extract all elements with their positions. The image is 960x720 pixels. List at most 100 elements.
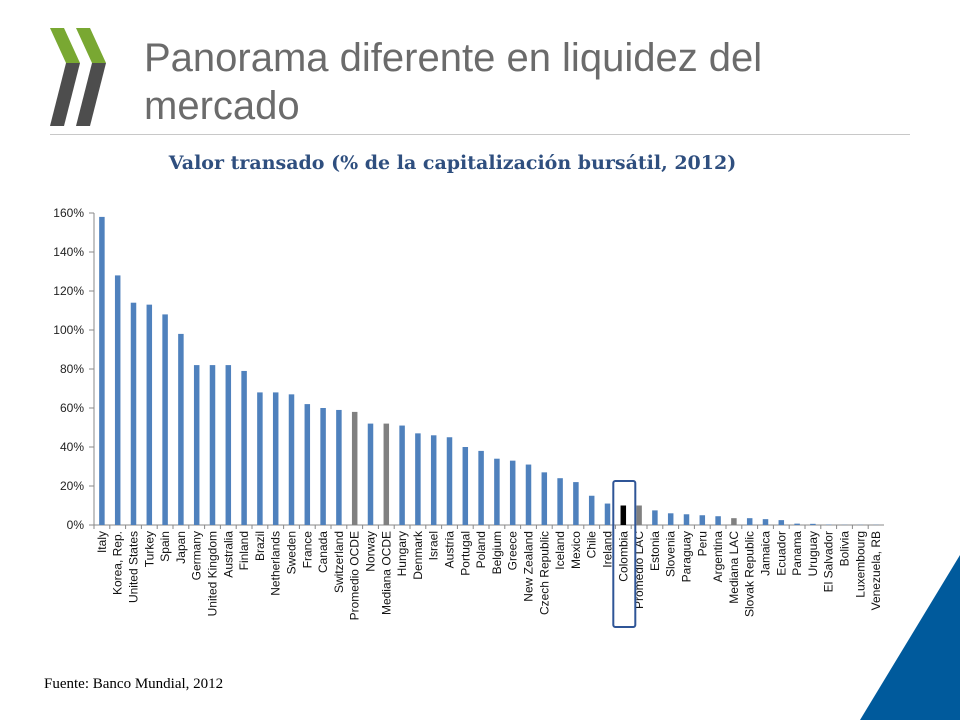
- x-category-label: Netherlands: [269, 531, 283, 596]
- bar-portugal: [462, 447, 469, 525]
- bars: [99, 216, 879, 525]
- x-category-label: United Kingdom: [206, 531, 220, 616]
- x-category-label: Italy: [95, 531, 109, 553]
- y-tick-label: 20%: [60, 479, 84, 493]
- x-category-label: Ecuador: [774, 531, 788, 576]
- x-category-label: Japan: [174, 531, 188, 564]
- bar-new-zealand: [525, 464, 532, 525]
- x-category-label: Estonia: [648, 531, 662, 571]
- bar-united-states: [130, 302, 137, 525]
- x-category-label: Switzerland: [332, 531, 346, 593]
- logo-chevron-left-lower: [50, 63, 80, 126]
- x-category-label: Portugal: [458, 531, 472, 576]
- x-category-label: Slovak Republic: [743, 531, 757, 617]
- source-note: Fuente: Banco Mundial, 2012: [44, 676, 224, 692]
- x-category-label: Czech Republic: [537, 531, 551, 615]
- bar-austria: [446, 437, 453, 525]
- x-category-label: New Zealand: [522, 531, 536, 602]
- x-category-label: Turkey: [142, 531, 156, 567]
- x-category-label: Hungary: [395, 531, 409, 576]
- oecd-logo: [50, 28, 106, 126]
- bar-spain: [162, 314, 168, 525]
- x-category-label: Slovenia: [664, 531, 678, 577]
- x-category-label: Iceland: [553, 531, 567, 570]
- corner-accent: [860, 555, 960, 720]
- corner-triangle: [860, 555, 960, 720]
- x-category-label: Canada: [316, 531, 330, 573]
- bar-japan: [178, 333, 184, 525]
- x-category-label: Israel: [427, 531, 441, 560]
- bar-ireland: [604, 503, 611, 525]
- bar-switzerland: [336, 409, 342, 525]
- x-category-label: Colombia: [616, 531, 630, 582]
- bar-uruguay: [810, 523, 816, 525]
- x-category-label: Uruguay: [806, 531, 820, 576]
- x-category-label: Ireland: [601, 531, 615, 568]
- bar-chile: [588, 495, 595, 525]
- bar-mediana-lac: [731, 518, 737, 525]
- x-category-label: Bolivia: [838, 531, 852, 567]
- bar-promedio-ocde: [351, 411, 358, 525]
- bar-norway: [367, 423, 374, 525]
- x-category-label: Greece: [506, 531, 520, 571]
- x-category-label: Belgium: [490, 531, 504, 574]
- x-category-label: Jamaica: [759, 531, 773, 576]
- bar-turkey: [146, 304, 153, 525]
- x-category-label: El Salvador: [822, 531, 836, 592]
- x-category-label: Germany: [190, 531, 204, 580]
- x-category-label: Venezuela, RB: [869, 531, 883, 610]
- y-tick-label: 100%: [53, 323, 84, 337]
- x-category-label: Sweden: [285, 531, 299, 574]
- bar-jamaica: [762, 519, 769, 525]
- bar-poland: [478, 450, 484, 525]
- bar-germany: [193, 365, 200, 525]
- bar-france: [304, 404, 311, 525]
- colombia-highlight-box: [612, 480, 637, 628]
- y-tick-label: 0%: [67, 518, 85, 532]
- bar-netherlands: [272, 392, 279, 525]
- bar-promedio-lac: [636, 505, 642, 525]
- x-category-label: Spain: [158, 531, 172, 562]
- y-tick-label: 160%: [53, 206, 84, 220]
- x-category-label: Norway: [364, 531, 378, 572]
- x-category-label: Austria: [443, 531, 457, 569]
- bar-hungary: [399, 425, 405, 525]
- x-category-label: Paraguay: [680, 531, 694, 582]
- bar-israel: [430, 435, 437, 525]
- x-category-label: Mexico: [569, 531, 583, 569]
- bar-ecuador: [778, 520, 785, 525]
- y-tick-label: 60%: [60, 401, 84, 415]
- bar-italy: [99, 216, 105, 525]
- y-tick-label: 140%: [53, 245, 84, 259]
- x-axis-labels: Italy Korea, Rep. United States Turkey Spain…: [93, 525, 883, 620]
- bar-slovak-republic: [746, 518, 753, 525]
- bar-belgium: [494, 458, 500, 525]
- y-tick-label: 40%: [60, 440, 84, 454]
- x-category-label: Brazil: [253, 531, 267, 561]
- x-category-label: Australia: [221, 531, 235, 578]
- bar-czech-republic: [541, 472, 548, 525]
- bar-iceland: [557, 478, 563, 525]
- logo-chevron-left: [50, 28, 80, 63]
- bar-mediana-ocde: [383, 423, 390, 525]
- logo-chevron-right: [76, 28, 106, 63]
- x-category-label: Promedio LAC: [632, 531, 646, 609]
- bar-chart: 0% 20% 40% 60% 80% 100% 120% 140% 160% Italy Kore…: [53, 206, 884, 628]
- x-category-label: Promedio OCDE: [348, 531, 362, 620]
- x-category-label: Finland: [237, 531, 251, 570]
- logo-chevron-right-lower: [76, 63, 106, 126]
- x-category-label: Argentina: [711, 531, 725, 583]
- bar-slovenia: [667, 513, 674, 525]
- x-category-label: Mediana LAC: [727, 531, 741, 604]
- title-divider: [50, 134, 910, 135]
- bar-canada: [320, 408, 326, 525]
- x-category-label: Peru: [695, 531, 709, 556]
- bar-australia: [225, 365, 232, 525]
- bar-estonia: [652, 510, 658, 525]
- x-category-label: France: [300, 531, 314, 569]
- x-category-label: Panama: [790, 531, 804, 576]
- y-axis: 0% 20% 40% 60% 80% 100% 120% 140% 160%: [53, 206, 884, 532]
- x-category-label: Denmark: [411, 530, 425, 580]
- bar-brazil: [257, 392, 263, 525]
- bar-korea-rep: [114, 275, 121, 525]
